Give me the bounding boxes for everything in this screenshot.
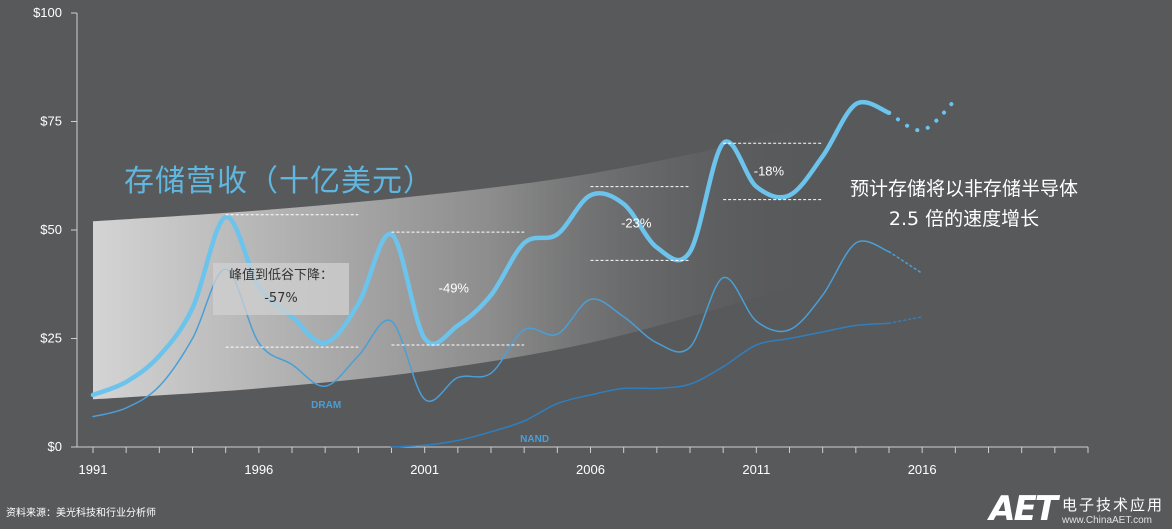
- growth-band: [93, 112, 823, 400]
- memory-line: [90, 99, 892, 398]
- x-tick-label: 2006: [576, 462, 605, 477]
- nand-series-label: NAND: [520, 434, 549, 445]
- y-tick-label: $25: [40, 331, 62, 346]
- peak-box-label: 峰值到低谷下降：: [228, 268, 333, 283]
- x-tick-label: 1991: [79, 462, 108, 477]
- peak-to-trough-box: 峰值到低谷下降： -57%: [213, 264, 349, 310]
- growth-callout: 预计存储将以非存储半导体 2.5 倍的速度增长: [814, 174, 1114, 234]
- x-tick-label: 1996: [244, 462, 273, 477]
- nand-forecast: [888, 316, 923, 325]
- y-tick-label: $100: [33, 5, 62, 20]
- callout-line-2: 2.5 倍的速度增长: [888, 208, 1040, 230]
- x-tick-label: 2011: [742, 462, 770, 477]
- dram-forecast: [888, 250, 923, 275]
- memory-forecast: [887, 97, 958, 133]
- watermark-text: 电子技术应用 www.ChinaAET.com: [1062, 494, 1164, 526]
- watermark-url: www.ChinaAET.com: [1061, 515, 1153, 526]
- x-tick-label: 2001: [410, 462, 439, 477]
- band-title: 存储营收（十亿美元）: [124, 164, 434, 199]
- y-tick-label: $75: [40, 114, 62, 129]
- dram-series-label: DRAM: [311, 400, 341, 411]
- drop-pct-label: -18%: [754, 163, 785, 178]
- watermark: AET 电子技术应用 www.ChinaAET.com: [989, 486, 1164, 526]
- peak-box-background: [213, 263, 349, 315]
- peak-box-pct: -57%: [264, 291, 298, 306]
- x-tick-label: 2016: [908, 462, 937, 477]
- y-tick-label: $50: [40, 222, 62, 237]
- nand-line: [390, 322, 890, 448]
- aet-logo: AET: [989, 489, 1058, 529]
- drop-pct-label: -23%: [621, 215, 652, 230]
- drop-pct-label: -49%: [439, 281, 470, 296]
- callout-line-1: 预计存储将以非存储半导体: [849, 178, 1078, 200]
- watermark-cn: 电子技术应用: [1061, 496, 1164, 514]
- source-note: 资料来源：美光科技和行业分析师: [6, 508, 156, 519]
- y-tick-label: $0: [48, 439, 62, 454]
